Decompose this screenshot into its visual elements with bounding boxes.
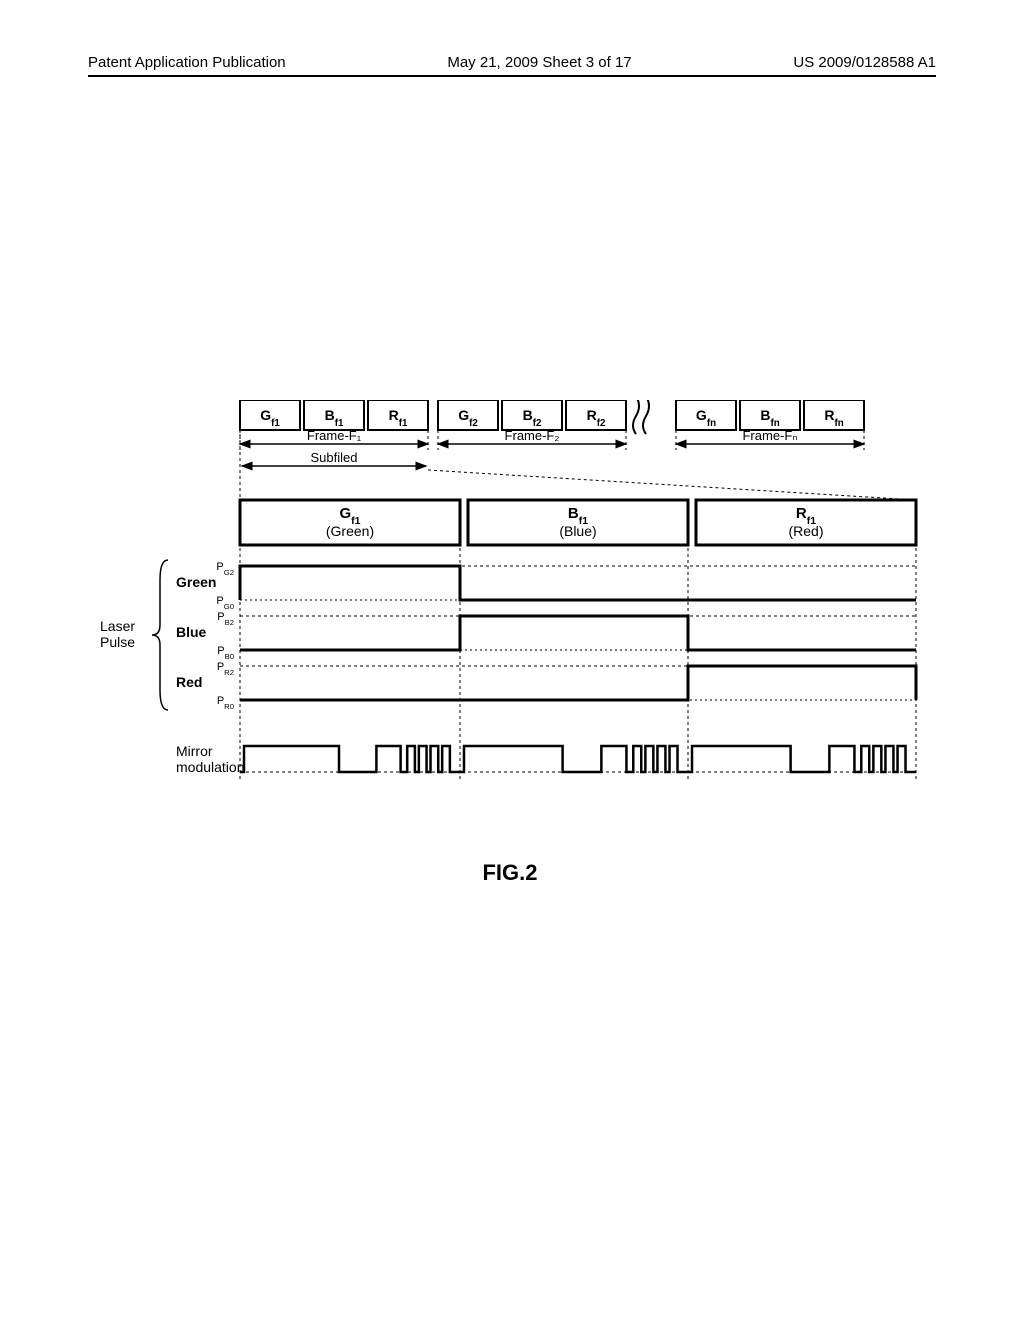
- figure: Gf1Bf1Rf1Frame-F₁Gf2Bf2Rf2Frame-F₂GfnBfn…: [90, 400, 930, 886]
- figure-svg: Gf1Bf1Rf1Frame-F₁Gf2Bf2Rf2Frame-F₂GfnBfn…: [90, 400, 930, 830]
- svg-text:Red: Red: [176, 674, 202, 690]
- svg-text:Frame-F₂: Frame-F₂: [505, 428, 560, 443]
- svg-text:Green: Green: [176, 574, 216, 590]
- page-header: Patent Application Publication May 21, 2…: [88, 54, 936, 77]
- svg-text:PG2: PG2: [216, 561, 234, 577]
- svg-text:(Blue): (Blue): [559, 523, 596, 539]
- svg-text:Laser: Laser: [100, 618, 135, 634]
- svg-text:Frame-F₁: Frame-F₁: [307, 428, 362, 443]
- svg-text:PR2: PR2: [217, 661, 234, 677]
- header-left: Patent Application Publication: [88, 54, 286, 71]
- svg-text:(Green): (Green): [326, 523, 374, 539]
- svg-text:Subfiled: Subfiled: [311, 450, 358, 465]
- svg-text:PB0: PB0: [217, 645, 234, 661]
- svg-text:Blue: Blue: [176, 624, 207, 640]
- svg-text:PB2: PB2: [217, 611, 234, 627]
- header-right: US 2009/0128588 A1: [793, 54, 936, 71]
- svg-text:PR0: PR0: [217, 695, 234, 711]
- svg-text:Frame-Fₙ: Frame-Fₙ: [742, 428, 797, 443]
- svg-text:(Red): (Red): [788, 523, 823, 539]
- svg-text:Pulse: Pulse: [100, 634, 135, 650]
- svg-text:modulation: modulation: [176, 759, 245, 775]
- figure-title: FIG.2: [90, 860, 930, 886]
- svg-text:PG0: PG0: [216, 595, 234, 611]
- header-center: May 21, 2009 Sheet 3 of 17: [447, 54, 631, 71]
- svg-text:Mirror: Mirror: [176, 743, 213, 759]
